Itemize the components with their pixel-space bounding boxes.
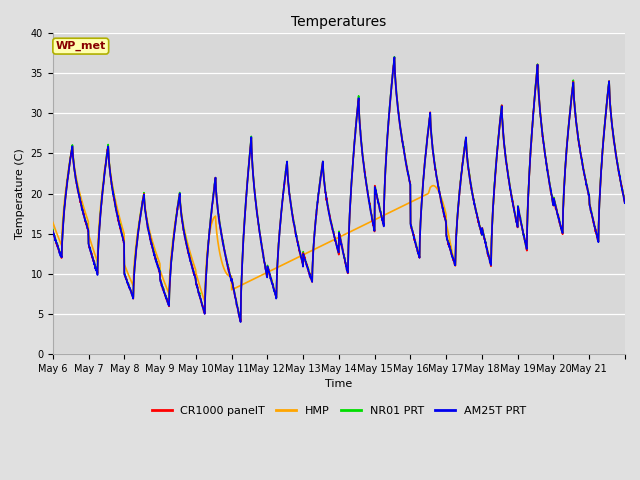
Text: WP_met: WP_met xyxy=(56,41,106,51)
Y-axis label: Temperature (C): Temperature (C) xyxy=(15,148,25,239)
X-axis label: Time: Time xyxy=(325,379,353,389)
Title: Temperatures: Temperatures xyxy=(291,15,387,29)
Legend: CR1000 panelT, HMP, NR01 PRT, AM25T PRT: CR1000 panelT, HMP, NR01 PRT, AM25T PRT xyxy=(147,401,531,420)
